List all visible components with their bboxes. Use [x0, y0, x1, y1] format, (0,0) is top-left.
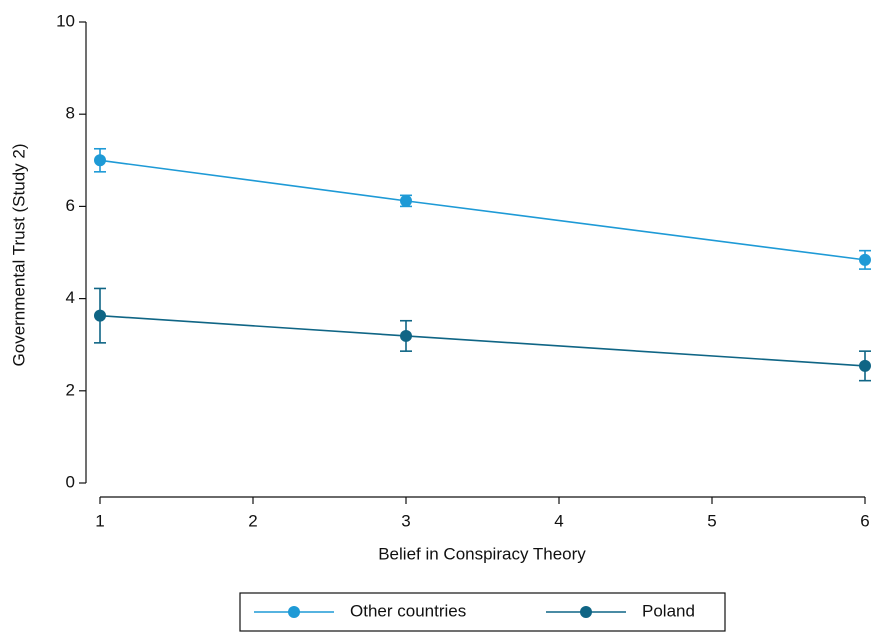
legend-marker: [288, 606, 300, 618]
y-tick-label: 8: [66, 104, 75, 123]
x-tick-label: 2: [248, 511, 257, 530]
y-tick-label: 10: [56, 11, 75, 30]
point: [94, 309, 106, 322]
x-axis-label: Belief in Conspiracy Theory: [378, 544, 586, 563]
point: [94, 154, 106, 167]
series-line: [99, 159, 866, 261]
legend-label: Poland: [642, 601, 695, 620]
x-tick-label: 6: [860, 511, 869, 530]
point: [400, 194, 412, 207]
y-tick-label: 2: [66, 380, 75, 399]
point: [859, 359, 871, 372]
x-tick-label: 4: [554, 511, 563, 530]
y-tick-label: 6: [66, 196, 75, 215]
series-line: [99, 314, 866, 367]
y-axis-label: Governmental Trust (Study 2): [9, 144, 28, 367]
point: [400, 329, 412, 342]
point: [859, 253, 871, 266]
x-tick-label: 3: [401, 511, 410, 530]
y-tick-label: 0: [66, 472, 75, 491]
legend-marker: [580, 606, 592, 618]
x-tick-label: 1: [95, 511, 104, 530]
x-tick-label: 5: [707, 511, 716, 530]
y-tick-label: 4: [66, 288, 75, 307]
legend-label: Other countries: [350, 601, 466, 620]
